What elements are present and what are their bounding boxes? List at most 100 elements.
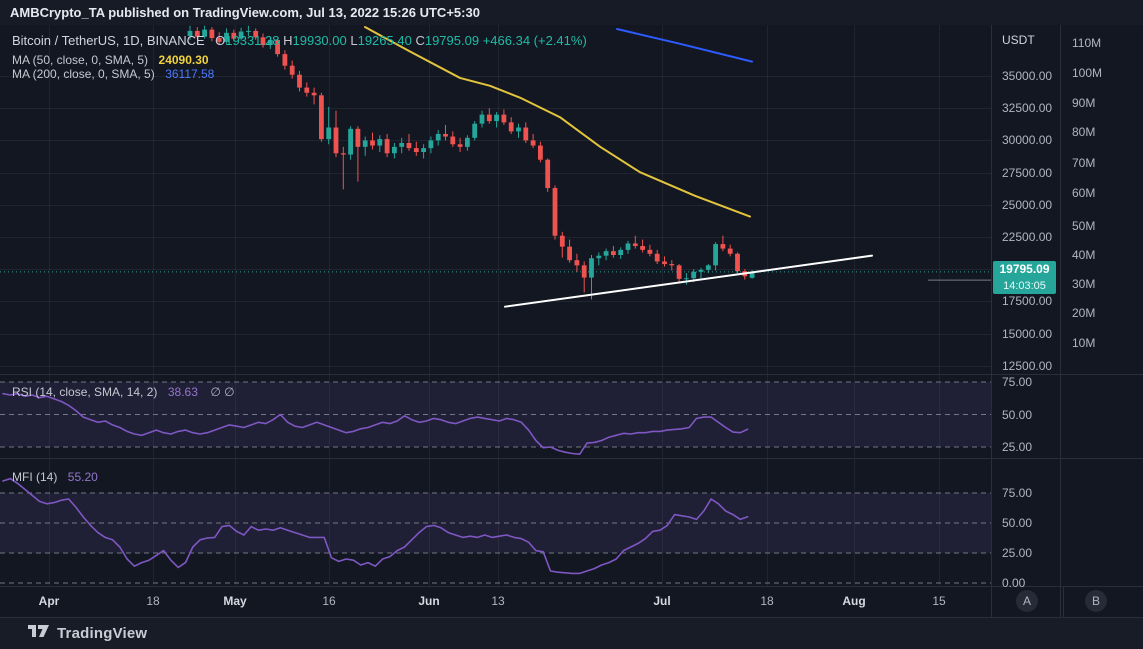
mfi-line	[2, 477, 749, 575]
ma200-label: MA (200, close, 0, SMA, 5)	[12, 67, 155, 81]
price-axis-label: 27500.00	[1002, 165, 1053, 180]
last-price-badge: 19795.09 14:03:05	[993, 261, 1056, 294]
candle	[691, 271, 697, 279]
corner-button-b[interactable]: B	[1085, 590, 1107, 612]
candle	[238, 31, 244, 39]
time-axis-label: 18	[760, 594, 774, 608]
candle	[472, 123, 478, 138]
bar-countdown: 14:03:05	[1003, 280, 1046, 292]
main-pane	[0, 25, 991, 300]
volume-axis-label: 100M	[1072, 66, 1103, 80]
time-axis-label: 13	[491, 594, 505, 608]
mfi-value: 55.20	[67, 470, 98, 484]
time-axis-label: Jun	[418, 594, 440, 608]
candle	[508, 122, 514, 132]
volume-axis-label: 110M	[1072, 36, 1102, 50]
published-banner: AMBCrypto_TA published on TradingView.co…	[0, 0, 1143, 25]
candle	[297, 74, 302, 88]
scale-divider	[1060, 25, 1061, 617]
candle	[216, 38, 222, 42]
ma50-line	[364, 26, 751, 218]
ma200-line	[616, 27, 753, 63]
rsi-pane	[0, 381, 991, 455]
candle	[406, 142, 412, 149]
candle	[486, 114, 492, 122]
rsi-line	[2, 392, 749, 455]
candle	[370, 140, 375, 146]
candle	[684, 278, 689, 280]
high-value: 19930.00	[292, 33, 347, 48]
price-axis-label: 12500.00	[1002, 358, 1053, 373]
price-axis-label: 15000.00	[1002, 326, 1053, 341]
mfi-pane	[0, 477, 991, 584]
candle	[457, 144, 463, 147]
candle	[581, 265, 587, 278]
ma50-label: MA (50, close, 0, SMA, 5)	[12, 53, 149, 67]
candle	[647, 249, 653, 254]
candle	[530, 140, 536, 146]
candle	[289, 65, 295, 75]
last-price: 19795.09	[999, 262, 1050, 276]
candle	[618, 249, 624, 256]
close-value: 19795.09	[424, 33, 480, 48]
candle	[326, 127, 332, 140]
candle	[574, 260, 580, 266]
volume-axis-label: 60M	[1072, 186, 1096, 200]
time-axis-label: Aug	[842, 594, 866, 608]
candle	[377, 139, 383, 146]
price-axis-label: 30000.00	[1002, 133, 1053, 148]
candle	[304, 87, 310, 93]
candle	[479, 114, 485, 124]
mfi-label: MFI (14)	[12, 470, 58, 484]
volume-axis-label: 40M	[1072, 248, 1096, 262]
candle	[311, 92, 317, 96]
volume-axis-label: 80M	[1072, 125, 1096, 139]
candle	[421, 148, 426, 152]
symbol-legend-row[interactable]: Bitcoin / TetherUS, 1D, BINANCE O19331.2…	[12, 32, 587, 50]
candle	[202, 29, 207, 37]
tradingview-logo-icon[interactable]	[28, 624, 49, 644]
rsi-axis-label: 75.00	[1002, 375, 1033, 389]
time-axis[interactable]	[0, 586, 1143, 617]
symbol-title[interactable]: Bitcoin / TetherUS, 1D, BINANCE	[12, 33, 205, 48]
price-axis-label: 25000.00	[1002, 197, 1053, 212]
volume-axis-label: 30M	[1072, 277, 1096, 291]
candle	[640, 246, 645, 250]
candle	[450, 136, 456, 145]
ma50-value: 24090.30	[158, 53, 209, 67]
candle	[443, 133, 448, 137]
candle	[596, 255, 602, 259]
candle	[494, 114, 499, 122]
trendline-drawing[interactable]	[504, 254, 873, 308]
rsi-legend-row[interactable]: RSI (14, close, SMA, 14, 2) 38.63 ∅ ∅	[12, 383, 235, 401]
ma50-legend-row[interactable]: MA (50, close, 0, SMA, 5) 24090.30	[12, 51, 209, 69]
candle	[611, 251, 616, 256]
time-row-divider	[1063, 586, 1064, 617]
candle	[713, 244, 718, 266]
candle	[749, 271, 755, 278]
corner-button-a[interactable]: A	[1016, 590, 1038, 612]
candle	[720, 244, 726, 249]
candle	[669, 264, 675, 266]
candle	[333, 127, 339, 154]
candle	[260, 37, 266, 46]
candle	[698, 269, 704, 272]
price-scale-currency[interactable]: USDT	[1002, 33, 1035, 47]
time-axis-label: Jul	[653, 594, 671, 608]
mfi-legend-row[interactable]: MFI (14) 55.20	[12, 468, 98, 486]
candle	[246, 30, 251, 32]
candle	[348, 128, 353, 155]
candle	[625, 243, 631, 250]
candle	[552, 188, 558, 236]
candle	[603, 251, 609, 256]
tradingview-logo-text[interactable]: TradingView	[57, 625, 148, 642]
candle	[516, 127, 521, 132]
time-axis-label: 18	[146, 594, 160, 608]
volume-axis-label: 90M	[1072, 96, 1096, 110]
published-banner-text: AMBCrypto_TA published on TradingView.co…	[10, 5, 480, 20]
ma200-legend-row[interactable]: MA (200, close, 0, SMA, 5) 36117.58	[12, 65, 214, 83]
time-axis-label: 15	[932, 594, 946, 608]
candle	[632, 243, 638, 247]
